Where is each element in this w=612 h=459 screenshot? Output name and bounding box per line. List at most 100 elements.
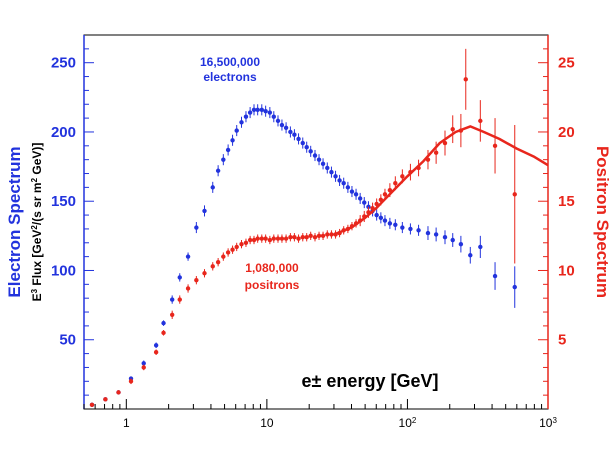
positron-data-point (116, 390, 121, 395)
electron-data-point (275, 118, 281, 124)
electron-data-point (210, 185, 215, 190)
electron-data-point (393, 222, 398, 227)
electron-data-point (225, 147, 231, 153)
x-axis-title: e± energy [GeV] (302, 371, 439, 391)
positron-data-point (234, 244, 239, 250)
electron-data-point (243, 114, 249, 119)
positron-data-point (393, 181, 398, 186)
electron-data-point (312, 153, 318, 158)
right-axis-title: Positron Spectrum (593, 146, 612, 298)
electron-data-point (320, 161, 326, 167)
positron-data-point (271, 236, 276, 241)
right-y-axis: 5 10 15 20 25 (538, 48, 575, 396)
right-y-tick-label: 20 (558, 124, 575, 141)
positron-data-point (478, 118, 483, 124)
electron-data-point (325, 165, 330, 171)
positron-data-point (221, 254, 226, 259)
positron-data-point (215, 259, 221, 265)
right-y-tick-label: 15 (558, 193, 575, 210)
positron-data-point (400, 174, 405, 179)
positron-data-point (141, 365, 146, 370)
left-y-tick-label: 50 (59, 332, 76, 349)
positron-data-point (279, 236, 285, 241)
electron-data-point (234, 128, 239, 133)
positron-data-point (210, 264, 215, 269)
positron-data-point (492, 143, 498, 149)
electron-word-label: electrons (203, 70, 257, 84)
electron-data-point (215, 168, 221, 173)
electron-data-point (230, 138, 235, 143)
electron-data-point (512, 284, 517, 290)
electron-data-point (263, 108, 268, 114)
positron-data-point (89, 402, 95, 408)
left-y-tick-label: 200 (51, 124, 76, 141)
electron-data-point (400, 225, 405, 230)
positron-word-label: positrons (245, 278, 300, 292)
positron-data-point (283, 236, 289, 241)
electron-data-point (292, 132, 297, 137)
electron-data-point (362, 200, 367, 205)
electron-data-point (259, 107, 264, 113)
electron-data-point (333, 174, 338, 179)
electron-data-point (408, 226, 413, 232)
positron-data-point (450, 126, 455, 132)
left-y-tick-label: 150 (51, 193, 76, 210)
electron-data-point (239, 120, 244, 125)
positron-data-point (239, 241, 244, 247)
positron-data-point (382, 192, 388, 197)
positron-data-point (194, 277, 199, 283)
electron-data-point (425, 230, 431, 236)
left-axis-subtitle: E3 Flux [GeV2/(s sr m2 GeV)] (30, 143, 45, 302)
electron-data-point (279, 122, 285, 128)
electron-data-point (283, 125, 289, 131)
electron-data-point (416, 228, 421, 233)
electron-data-point (478, 244, 483, 250)
positron-data-point (230, 247, 235, 252)
electron-data-point (316, 157, 322, 162)
electron-data-point (221, 157, 226, 162)
positron-data-point (300, 235, 305, 240)
electron-data-point (300, 140, 305, 146)
positron-data-point (243, 240, 249, 245)
positron-data-point (325, 232, 330, 237)
plot-marks (89, 48, 549, 408)
electron-data-point (247, 110, 253, 115)
x-tick-label: 103 (539, 416, 557, 431)
positron-data-point (263, 236, 268, 241)
right-y-tick-label: 25 (558, 55, 575, 72)
positron-data-point (185, 286, 191, 291)
electron-data-point (458, 241, 464, 247)
positron-data-point (292, 235, 297, 240)
positron-data-point (103, 397, 108, 402)
positron-data-point (161, 330, 166, 336)
electron-data-point (349, 189, 355, 194)
positron-data-point (433, 150, 439, 155)
electron-data-point (296, 136, 301, 142)
x-axis: 1 10 102 103 (83, 399, 557, 431)
electron-data-point (341, 181, 346, 186)
electron-data-point (185, 254, 191, 259)
electron-data-point (288, 129, 293, 135)
positron-data-point (255, 236, 260, 241)
electron-count-label: 16,500,000 (200, 55, 260, 69)
positron-data-point (202, 271, 207, 276)
electron-data-point (357, 196, 363, 201)
electron-data-point (337, 178, 342, 183)
electron-data-point (271, 114, 276, 119)
positron-data-point (275, 236, 281, 241)
plot-frame (83, 34, 549, 410)
electron-data-point (378, 215, 384, 221)
positron-data-point (296, 236, 301, 241)
electron-data-point (442, 235, 448, 240)
electron-data-point (492, 273, 498, 279)
left-y-tick-label: 250 (51, 55, 76, 72)
electron-data-point (267, 110, 273, 115)
positron-data-point (288, 235, 293, 240)
left-axis-title: Electron Spectrum (5, 146, 24, 297)
positron-data-point (308, 233, 313, 239)
electron-data-point (353, 192, 359, 197)
electron-data-point (161, 320, 166, 326)
positron-data-point (329, 232, 334, 237)
positron-data-point (512, 192, 517, 197)
